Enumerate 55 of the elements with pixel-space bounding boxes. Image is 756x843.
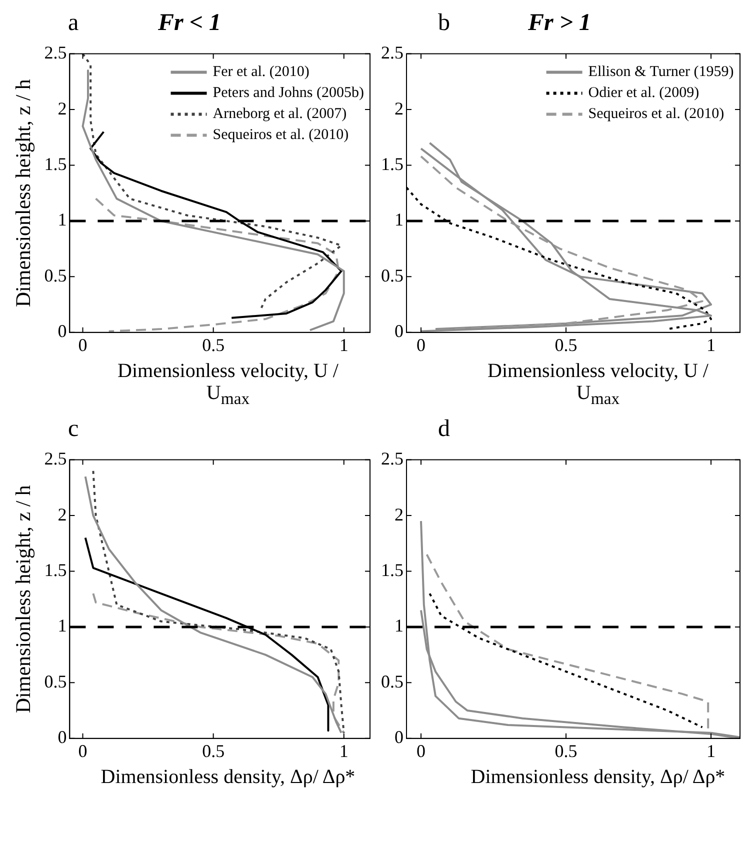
x-tick-label: 0.5 (554, 740, 578, 761)
y-axis-title: Dimensionless height, z / h (11, 484, 36, 714)
y-tick-label: 2 (394, 98, 404, 118)
legend-label: Fer et al. (2010) (212, 64, 310, 80)
y-tick-label: 2.5 (44, 42, 67, 63)
x-axis-title: Dimensionless density, Δρ/ Δρ* (470, 766, 726, 790)
y-tick-label: 0.5 (381, 671, 404, 692)
y-tick-label: 2 (58, 504, 67, 524)
y-tick-label: 2.5 (381, 42, 404, 63)
legend-label: Sequeiros et al. (2010) (212, 127, 349, 144)
x-tick-label: 1 (706, 334, 716, 355)
y-axis-title: Dimensionless height, z / h (11, 78, 36, 308)
chart-title: Fr < 1 (158, 10, 222, 37)
text: d (438, 416, 450, 443)
x-tick-label: 0 (416, 334, 426, 355)
y-tick-label: 0 (58, 321, 67, 342)
x-tick-label: 0 (78, 334, 88, 355)
y-tick-label: 1 (394, 210, 404, 230)
x-tick-label: 0.5 (554, 334, 578, 355)
y-tick-label: 1.5 (44, 560, 67, 580)
x-tick-label: 1 (339, 334, 348, 355)
y-tick-label: 2 (394, 504, 404, 524)
y-tick-label: 1.5 (381, 154, 404, 174)
x-tick-label: 0.5 (202, 334, 225, 355)
text: c (68, 416, 79, 443)
chart-title: Fr > 1 (528, 10, 592, 37)
legend-label: Sequeiros et al. (2010) (588, 106, 724, 122)
y-tick-label: 0 (58, 727, 67, 748)
x-tick-label: 1 (706, 740, 716, 761)
y-tick-label: 1.5 (44, 154, 67, 174)
x-axis-title: Dimensionless density, Δρ/ Δρ* (100, 766, 356, 790)
x-axis-title: Dimensionless velocity, U / U$_{max}$ (486, 360, 710, 410)
y-tick-label: 2.5 (44, 448, 67, 469)
y-tick-label: 0 (394, 727, 404, 748)
y-tick-label: 0 (394, 321, 404, 342)
y-tick-label: 2 (58, 98, 67, 118)
x-tick-label: 0.5 (202, 740, 225, 761)
legend-label: Peters and Johns (2005b) (212, 85, 364, 102)
y-tick-label: 1 (394, 616, 404, 636)
y-tick-label: 1.5 (381, 560, 404, 580)
text: b (438, 10, 450, 37)
legend-label: Ellison & Turner (1959) (588, 64, 734, 80)
y-tick-label: 2.5 (381, 448, 404, 469)
legend-label: Arneborg et al. (2007) (212, 106, 347, 122)
x-tick-label: 1 (339, 740, 348, 761)
y-tick-label: 1 (58, 616, 67, 636)
text: a (68, 10, 79, 37)
x-tick-label: 0 (78, 740, 88, 761)
y-tick-label: 0.5 (44, 671, 67, 692)
legend-label: Odier et al. (2009) (588, 85, 700, 102)
x-axis-title: Dimensionless velocity, U / U$_{max}$ (116, 360, 340, 410)
y-tick-label: 0.5 (44, 265, 67, 286)
x-tick-label: 0 (416, 740, 426, 761)
y-tick-label: 0.5 (381, 265, 404, 286)
y-tick-label: 1 (58, 210, 67, 230)
